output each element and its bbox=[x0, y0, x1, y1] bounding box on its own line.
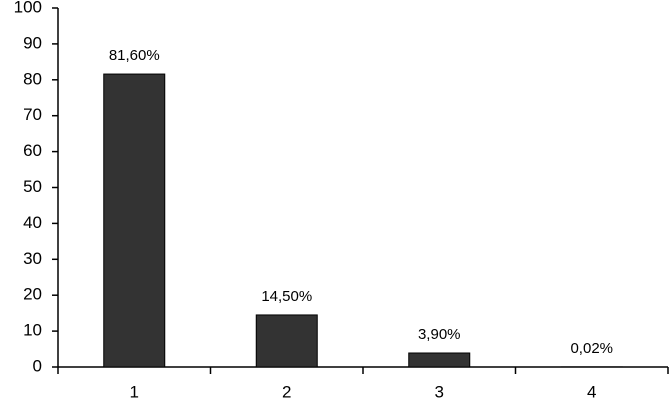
bar bbox=[255, 314, 318, 368]
value-label: 81,60% bbox=[109, 47, 160, 64]
y-tick-label: 100 bbox=[14, 0, 42, 16]
y-tick-label: 80 bbox=[23, 69, 42, 88]
x-tick-label: 1 bbox=[130, 382, 139, 401]
value-label: 3,90% bbox=[418, 326, 461, 343]
bar bbox=[103, 73, 166, 368]
bar bbox=[408, 352, 471, 368]
y-tick-label: 30 bbox=[23, 249, 42, 268]
y-tick-label: 50 bbox=[23, 177, 42, 196]
y-tick-label: 40 bbox=[23, 213, 42, 232]
value-label: 14,50% bbox=[261, 288, 312, 305]
y-tick-label: 10 bbox=[23, 321, 42, 340]
y-tick-label: 20 bbox=[23, 285, 42, 304]
y-tick-label: 70 bbox=[23, 105, 42, 124]
y-tick-label: 0 bbox=[33, 356, 42, 375]
x-tick-label: 4 bbox=[587, 382, 596, 401]
y-tick-label: 60 bbox=[23, 141, 42, 160]
x-tick-label: 3 bbox=[435, 382, 444, 401]
x-tick-label: 2 bbox=[282, 382, 291, 401]
y-tick-label: 90 bbox=[23, 33, 42, 52]
value-label: 0,02% bbox=[570, 340, 613, 357]
